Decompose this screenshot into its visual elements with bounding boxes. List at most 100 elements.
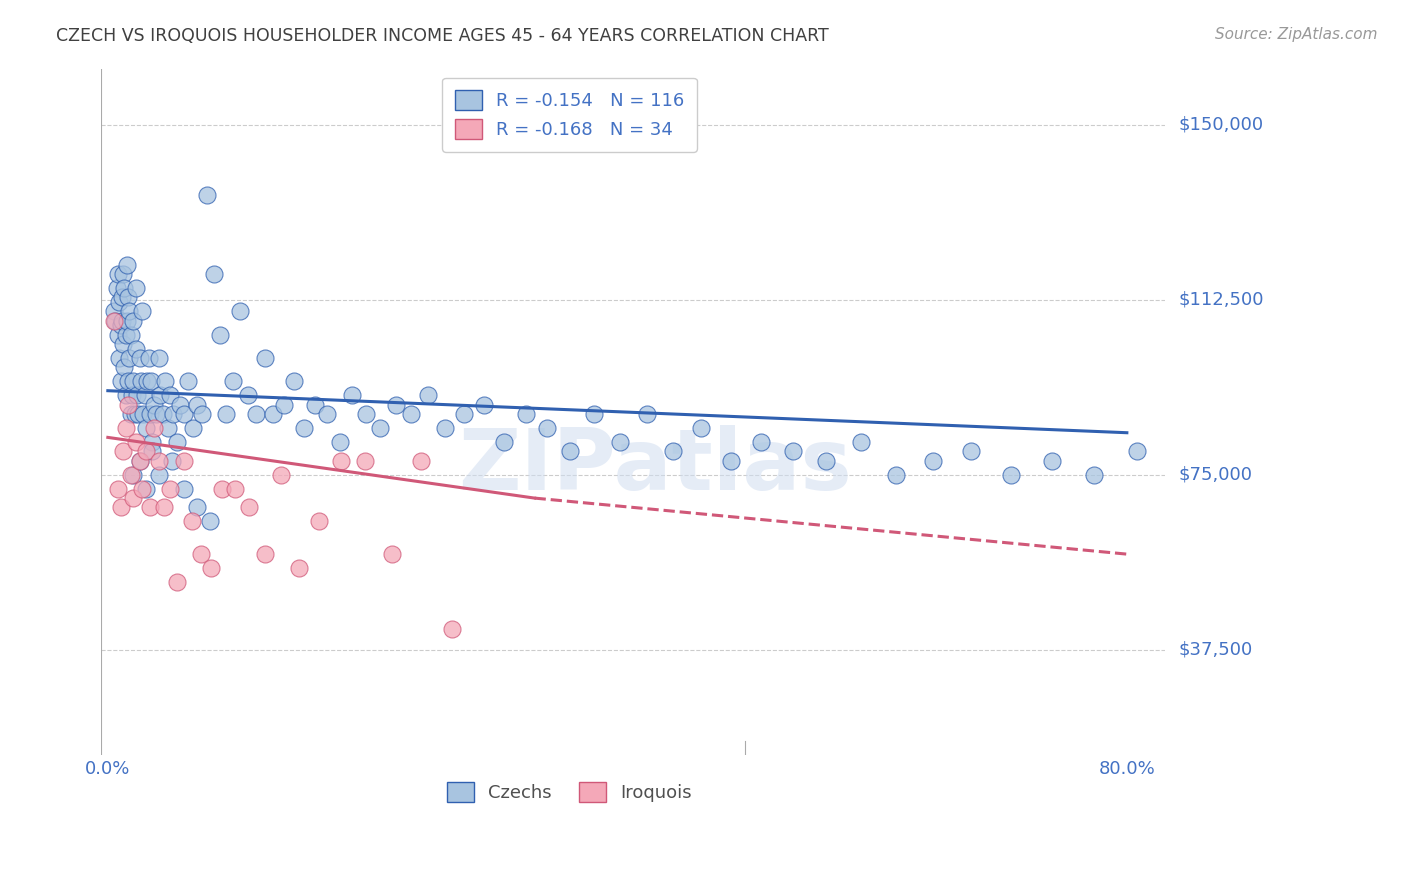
Point: [148, 467, 170, 482]
Point: [1040, 454, 1063, 468]
Point: [127, 407, 149, 421]
Point: [849, 435, 872, 450]
Point: [815, 454, 838, 468]
Point: [112, 360, 135, 375]
Point: [159, 388, 181, 402]
Point: [211, 482, 233, 496]
Point: [515, 407, 537, 421]
Point: [195, 187, 218, 202]
Point: [583, 407, 606, 421]
Point: [186, 500, 208, 515]
Point: [115, 313, 138, 327]
Point: [434, 421, 457, 435]
Point: [221, 375, 243, 389]
Point: [384, 398, 406, 412]
Point: [354, 454, 377, 468]
Point: [110, 318, 132, 333]
Point: [134, 388, 156, 402]
Point: [118, 351, 141, 365]
Point: [141, 435, 163, 450]
Point: [108, 351, 131, 365]
Point: [270, 467, 292, 482]
Point: [125, 281, 148, 295]
Point: [283, 375, 305, 389]
Point: [104, 313, 127, 327]
Point: [153, 375, 176, 389]
Point: [453, 407, 475, 421]
Point: [149, 388, 172, 402]
Point: [124, 407, 146, 421]
Point: [560, 444, 582, 458]
Point: [117, 375, 139, 389]
Point: [411, 454, 433, 468]
Point: [135, 482, 157, 496]
Point: [139, 407, 162, 421]
Point: [308, 515, 330, 529]
Point: [148, 351, 170, 365]
Point: [224, 482, 246, 496]
Point: [180, 515, 202, 529]
Point: [245, 407, 267, 421]
Point: [122, 491, 145, 505]
Point: [292, 421, 315, 435]
Point: [173, 407, 195, 421]
Point: [127, 388, 149, 402]
Point: [141, 444, 163, 458]
Point: [131, 482, 153, 496]
Point: [114, 421, 136, 435]
Point: [112, 267, 135, 281]
Point: [720, 454, 742, 468]
Point: [273, 398, 295, 412]
Point: [152, 407, 174, 421]
Point: [128, 454, 150, 468]
Point: [125, 435, 148, 450]
Point: [115, 258, 138, 272]
Point: [922, 454, 945, 468]
Point: [128, 351, 150, 365]
Point: [472, 398, 495, 412]
Point: [132, 407, 155, 421]
Point: [370, 421, 392, 435]
Point: [229, 304, 252, 318]
Point: [208, 327, 231, 342]
Point: [103, 313, 125, 327]
Point: [191, 407, 214, 421]
Point: [749, 435, 772, 450]
Legend: Czechs, Iroquois: Czechs, Iroquois: [434, 769, 704, 814]
Point: [120, 327, 142, 342]
Text: $112,500: $112,500: [1180, 291, 1264, 309]
Point: [1083, 467, 1105, 482]
Point: [1126, 444, 1149, 458]
Point: [215, 407, 238, 421]
Point: [114, 388, 136, 402]
Point: [884, 467, 907, 482]
Point: [173, 454, 195, 468]
Point: [122, 313, 145, 327]
Point: [288, 561, 311, 575]
Point: [111, 313, 134, 327]
Point: [122, 467, 145, 482]
Point: [153, 500, 176, 515]
Point: [166, 435, 188, 450]
Point: [1170, 482, 1192, 496]
Point: [356, 407, 378, 421]
Point: [636, 407, 658, 421]
Point: [1000, 467, 1022, 482]
Point: [342, 388, 364, 402]
Point: [117, 290, 139, 304]
Point: [960, 444, 983, 458]
Point: [181, 421, 204, 435]
Point: [142, 421, 165, 435]
Point: [120, 467, 142, 482]
Point: [131, 304, 153, 318]
Point: [190, 547, 212, 561]
Point: [107, 482, 129, 496]
Point: [262, 407, 284, 421]
Point: [304, 398, 326, 412]
Point: [662, 444, 685, 458]
Point: [105, 281, 128, 295]
Point: [186, 398, 208, 412]
Point: [122, 375, 145, 389]
Point: [156, 421, 179, 435]
Point: [142, 398, 165, 412]
